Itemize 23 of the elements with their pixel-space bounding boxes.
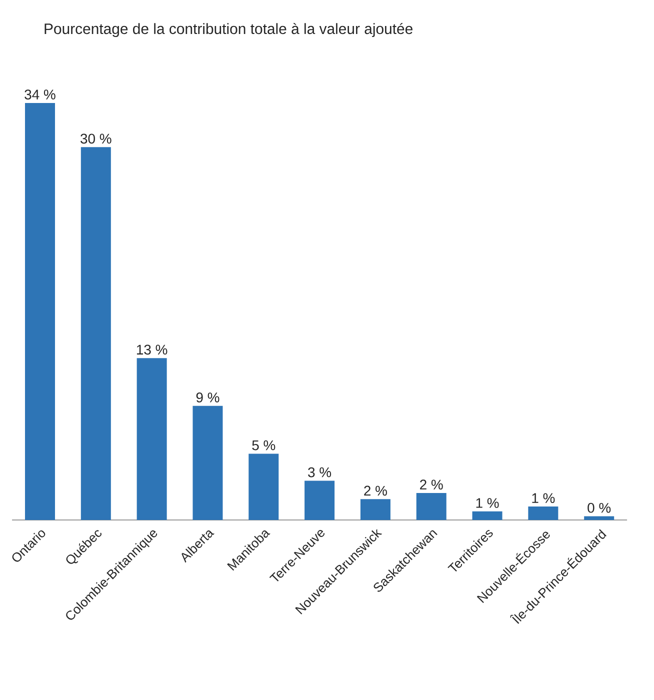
data-label: 34 % — [24, 90, 56, 100]
data-label: 1 % — [532, 493, 555, 503]
bar — [584, 516, 614, 520]
data-label: 2 % — [364, 486, 387, 496]
bar — [25, 102, 55, 520]
bar — [528, 506, 558, 520]
data-label: 5 % — [252, 440, 276, 450]
bar — [360, 499, 390, 520]
data-label: 1 % — [476, 498, 499, 508]
bar — [248, 454, 279, 520]
data-label: 2 % — [420, 480, 443, 490]
bar — [416, 493, 446, 520]
data-label: 13 % — [136, 344, 168, 355]
data-label: 9 % — [196, 392, 220, 402]
bar — [192, 406, 223, 520]
data-label: 0 % — [588, 502, 611, 513]
bar — [304, 480, 335, 520]
bar — [80, 147, 111, 520]
chart-title: Pourcentage de la contribution totale à la valeur ajoutée — [44, 22, 412, 38]
bar — [472, 511, 502, 520]
bar — [136, 358, 167, 520]
data-label: 3 % — [308, 467, 332, 478]
data-label: 30 % — [80, 134, 112, 144]
